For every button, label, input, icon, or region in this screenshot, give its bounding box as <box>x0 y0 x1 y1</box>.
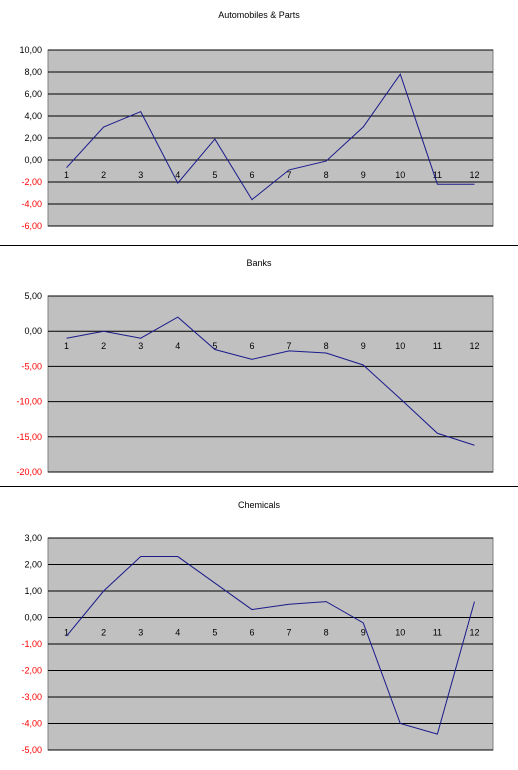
y-tick-label: 5,00 <box>24 291 42 301</box>
chart-banks: 5,000,00-5,00-10,00-15,00-20,001 2 3 4 5 6 7 8 9… <box>16 291 494 477</box>
series-line <box>66 73 475 201</box>
x-tick-label: 9 <box>361 341 366 351</box>
x-tick-label: 1 <box>64 628 69 638</box>
y-tick-label: 0,00 <box>24 613 42 623</box>
x-tick-label: 7 <box>287 170 292 180</box>
series-line <box>66 556 475 735</box>
y-tick-label: 2,00 <box>24 133 42 143</box>
x-tick-label: 12 <box>469 170 479 180</box>
x-tick-label: 10 <box>395 170 405 180</box>
y-tick-label: 0,00 <box>24 155 42 165</box>
y-tick-label: 1,00 <box>24 586 42 596</box>
x-tick-label: 12 <box>469 628 479 638</box>
x-tick-label: 8 <box>324 628 329 638</box>
y-tick-label: -2,00 <box>21 177 42 187</box>
x-tick-label: 8 <box>324 341 329 351</box>
x-tick-label: 6 <box>249 341 254 351</box>
y-tick-label: 10,00 <box>19 45 42 55</box>
plot-area <box>47 295 494 473</box>
y-tick-label: 2,00 <box>24 560 42 570</box>
y-tick-label: -6,00 <box>21 221 42 231</box>
x-tick-label: 7 <box>287 628 292 638</box>
x-tick-label: 9 <box>361 628 366 638</box>
x-tick-label: 5 <box>212 341 217 351</box>
x-tick-label: 11 <box>433 628 442 638</box>
y-tick-label: -5,00 <box>21 745 42 755</box>
y-tick-label: -15,00 <box>16 432 42 442</box>
x-tick-label: 9 <box>361 170 366 180</box>
x-tick-label: 6 <box>249 170 254 180</box>
chart-title: Automobiles & Parts <box>218 10 300 20</box>
x-tick-label: 2 <box>101 628 106 638</box>
x-tick-label: 6 <box>249 628 254 638</box>
x-tick-label: 11 <box>433 170 442 180</box>
x-tick-label: 3 <box>138 628 143 638</box>
x-tick-label: 5 <box>212 628 217 638</box>
chart-panel-automobiles: Automobiles & Parts 10,00 8,00 6,00 4,00 2,0… <box>0 0 518 245</box>
x-tick-label: 3 <box>138 170 143 180</box>
y-tick-label: -3,00 <box>21 692 42 702</box>
x-tick-label: 12 <box>469 341 479 351</box>
x-tick-label: 10 <box>395 341 405 351</box>
chart-title: Banks <box>246 258 272 268</box>
y-tick-label: 0,00 <box>24 326 42 336</box>
x-tick-label: 8 <box>324 170 329 180</box>
y-tick-label: -20,00 <box>16 467 42 477</box>
panel-divider <box>0 245 518 246</box>
y-tick-label: -2,00 <box>21 666 42 676</box>
panel-divider <box>0 486 518 487</box>
x-tick-label: 11 <box>433 341 442 351</box>
x-tick-label: 4 <box>175 341 180 351</box>
y-tick-label: -1,00 <box>21 639 42 649</box>
series-line <box>66 316 475 446</box>
y-tick-label: 3,00 <box>24 533 42 543</box>
x-tick-label: 3 <box>138 341 143 351</box>
y-tick-label: -4,00 <box>21 199 42 209</box>
x-tick-label: 1 <box>64 341 69 351</box>
x-tick-label: 4 <box>175 170 180 180</box>
chart-automobiles: 10,00 8,00 6,00 4,00 2,00 0,00 -2,00 -4,00 -6,00… <box>19 45 494 231</box>
y-tick-label: -5,00 <box>21 361 42 371</box>
y-tick-label: -4,00 <box>21 719 42 729</box>
y-tick-label: -10,00 <box>16 397 42 407</box>
x-tick-label: 1 <box>64 170 69 180</box>
chart-title: Chemicals <box>237 500 280 510</box>
y-tick-label: 4,00 <box>24 111 42 121</box>
x-tick-label: 2 <box>101 170 106 180</box>
x-tick-label: 10 <box>395 628 405 638</box>
x-tick-label: 2 <box>101 341 106 351</box>
y-tick-label: 6,00 <box>24 89 42 99</box>
chart-panel-chemicals: Chemicals 3,00 2,00 1,00 0,00 -1,00 -2,00 -3,0… <box>0 487 518 770</box>
y-tick-label: 8,00 <box>24 67 42 77</box>
chart-chemicals: 3,00 2,00 1,00 0,00 -1,00 -2,00 -3,00 -4,00 -5,0… <box>21 533 494 755</box>
x-tick-label: 5 <box>212 170 217 180</box>
x-tick-label: 4 <box>175 628 180 638</box>
chart-panel-banks: Banks 5,00 0,00 -5,00 -10,00 -15,00 -20,00 1 2 3… <box>0 246 518 486</box>
x-tick-label: 7 <box>287 341 292 351</box>
